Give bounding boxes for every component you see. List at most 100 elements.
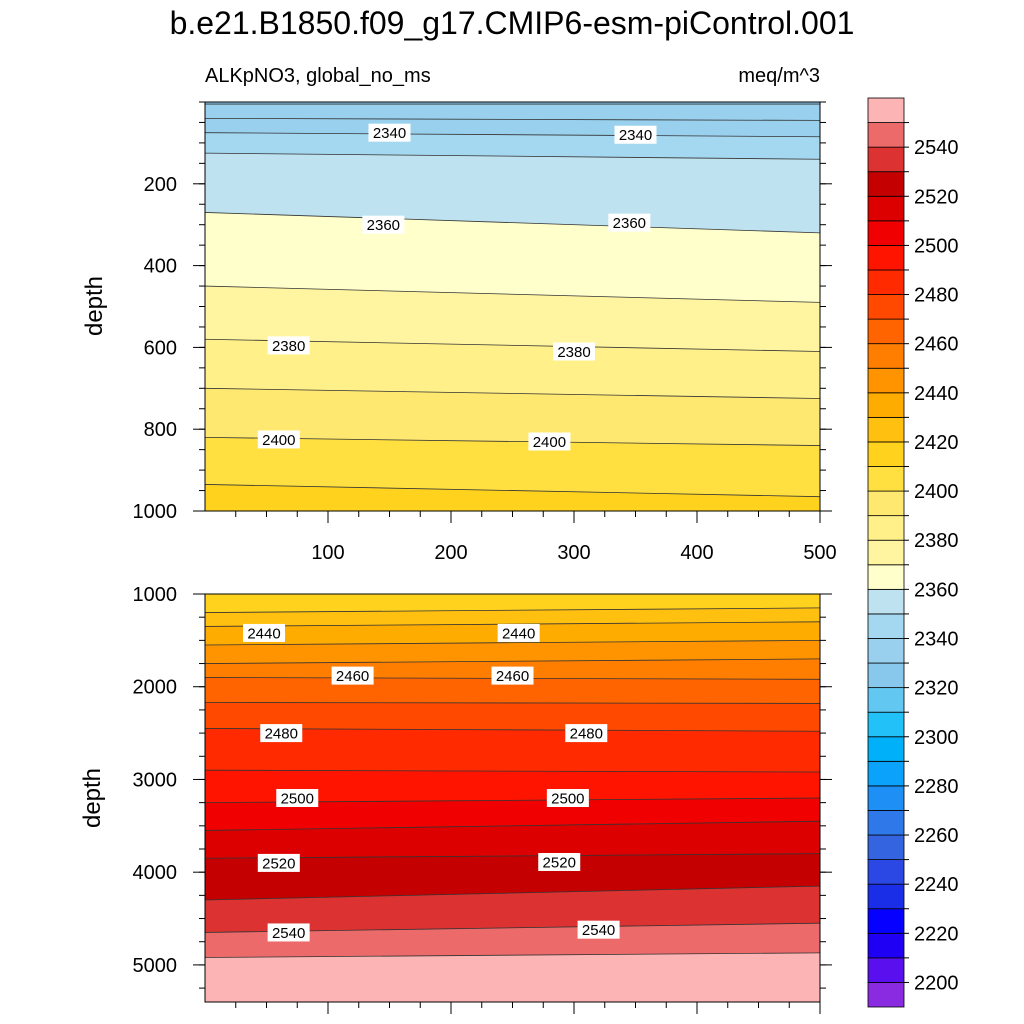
contour-label: 2360 xyxy=(613,215,646,232)
colorbar-swatch xyxy=(867,515,905,541)
colorbar-swatch xyxy=(867,883,905,910)
contour-label: 2520 xyxy=(543,854,576,871)
colorbar-tick-label: 2240 xyxy=(914,874,959,896)
upper-fill xyxy=(205,102,820,511)
contour-line xyxy=(204,769,821,773)
contour-band xyxy=(205,212,820,303)
colorbar-swatch xyxy=(867,687,905,713)
upper-ticks: 200 400 600 800 1000 100 200 300 400 500 xyxy=(133,101,837,564)
contour-band xyxy=(205,798,820,831)
colorbar-tick-label: 2320 xyxy=(914,678,959,700)
contour-band xyxy=(205,640,820,664)
contour-line xyxy=(204,387,821,399)
contour-line xyxy=(204,607,821,613)
y-tick-label: 3000 xyxy=(133,769,178,791)
colorbar-swatch xyxy=(867,662,905,689)
contour-label-box xyxy=(577,920,620,939)
y-tick-label: 1000 xyxy=(133,584,178,606)
contour-band xyxy=(205,607,820,627)
colorbar-swatch xyxy=(867,122,905,148)
x-tick-label: 500 xyxy=(803,542,836,564)
y-tick-label: 200 xyxy=(144,174,177,196)
contour-label: 2400 xyxy=(533,434,566,451)
contour-band xyxy=(205,153,820,233)
colorbar-swatch xyxy=(867,146,905,173)
contour-label-box xyxy=(497,623,540,642)
contour-label-box xyxy=(362,215,405,234)
contour-label: 2540 xyxy=(582,922,615,939)
contour-line xyxy=(204,484,821,498)
contour-band xyxy=(205,702,820,732)
colorbar-swatch xyxy=(867,269,905,295)
colorbar-swatch xyxy=(867,613,905,639)
colorbar-swatch xyxy=(867,588,905,615)
colorbar: 2200 2220 2240 2260 2280 2300 2320 2340 2360 2380… xyxy=(867,97,959,1008)
lower-fill xyxy=(205,594,820,1002)
y-tick-label: 800 xyxy=(144,419,177,441)
upper-y-axis-label: depth xyxy=(81,276,108,336)
colorbar-swatch xyxy=(867,810,905,836)
contour-label: 2440 xyxy=(247,625,280,642)
colorbar-swatch xyxy=(867,859,905,885)
y-tick-label: 400 xyxy=(144,256,177,278)
contour-label-box xyxy=(538,852,581,871)
contour-label-box xyxy=(243,623,286,642)
contour-band xyxy=(205,339,820,399)
contour-band xyxy=(205,102,820,105)
upper-contour-lines xyxy=(204,103,821,498)
contour-label-box xyxy=(565,724,608,743)
colorbar-tick-label: 2440 xyxy=(914,383,959,405)
colorbar-swatch xyxy=(867,97,905,123)
colorbar-tick-label: 2460 xyxy=(914,334,959,356)
contour-label-box xyxy=(276,789,319,807)
left-subtitle: ALKpNO3, global_no_ms xyxy=(205,65,431,87)
contour-band xyxy=(205,118,820,137)
contour-band xyxy=(205,132,820,160)
colorbar-swatch xyxy=(867,957,905,983)
contour-label: 2480 xyxy=(570,726,603,743)
colorbar-swatch xyxy=(867,195,905,222)
contour-label: 2340 xyxy=(619,127,652,144)
contour-label: 2500 xyxy=(281,791,314,808)
colorbar-swatch xyxy=(867,932,905,959)
colorbar-tick-label: 2280 xyxy=(914,776,959,798)
x-tick-label: 300 xyxy=(557,542,590,564)
contour-band xyxy=(205,952,820,1002)
contour-line xyxy=(204,702,821,704)
colorbar-swatch xyxy=(867,638,905,664)
colorbar-swatch xyxy=(867,785,905,811)
colorbar-swatch xyxy=(867,392,905,418)
colorbar-swatch xyxy=(867,245,905,271)
colorbar-tick-label: 2200 xyxy=(914,972,959,994)
contour-label-box xyxy=(553,342,595,361)
colorbar-swatch xyxy=(867,367,905,394)
main-title: b.e21.B1850.f09_g17.CMIP6-esm-piControl.… xyxy=(170,5,855,41)
contour-line xyxy=(204,658,821,664)
contour-label-box xyxy=(257,853,300,872)
colorbar-tick-label: 2220 xyxy=(914,923,959,945)
lower-ticks: 1000 2000 3000 4000 5000 xyxy=(133,584,832,1014)
colorbar-tick-label: 2520 xyxy=(914,186,959,208)
contour-band xyxy=(205,728,820,773)
contour-band xyxy=(205,770,820,803)
contour-label: 2460 xyxy=(496,668,529,685)
colorbar-swatch xyxy=(867,490,905,517)
contour-label-box xyxy=(528,432,571,451)
contour-label: 2520 xyxy=(262,855,295,872)
contour-label-box xyxy=(257,430,300,449)
contour-line xyxy=(204,117,821,121)
colorbar-swatch xyxy=(867,982,905,1008)
contour-label: 2460 xyxy=(336,668,369,685)
colorbar-swatch xyxy=(867,220,905,246)
contour-label-box xyxy=(331,666,374,685)
lower-y-axis-label: depth xyxy=(79,768,106,828)
contour-line xyxy=(204,728,821,732)
contour-band xyxy=(205,484,820,511)
contour-label-box xyxy=(267,336,310,355)
colorbar-swatch xyxy=(867,441,905,467)
colorbar-swatch xyxy=(867,466,905,492)
colorbar-swatch xyxy=(867,294,905,320)
colorbar-tick-label: 2260 xyxy=(914,825,959,847)
colorbar-swatch xyxy=(867,539,905,566)
